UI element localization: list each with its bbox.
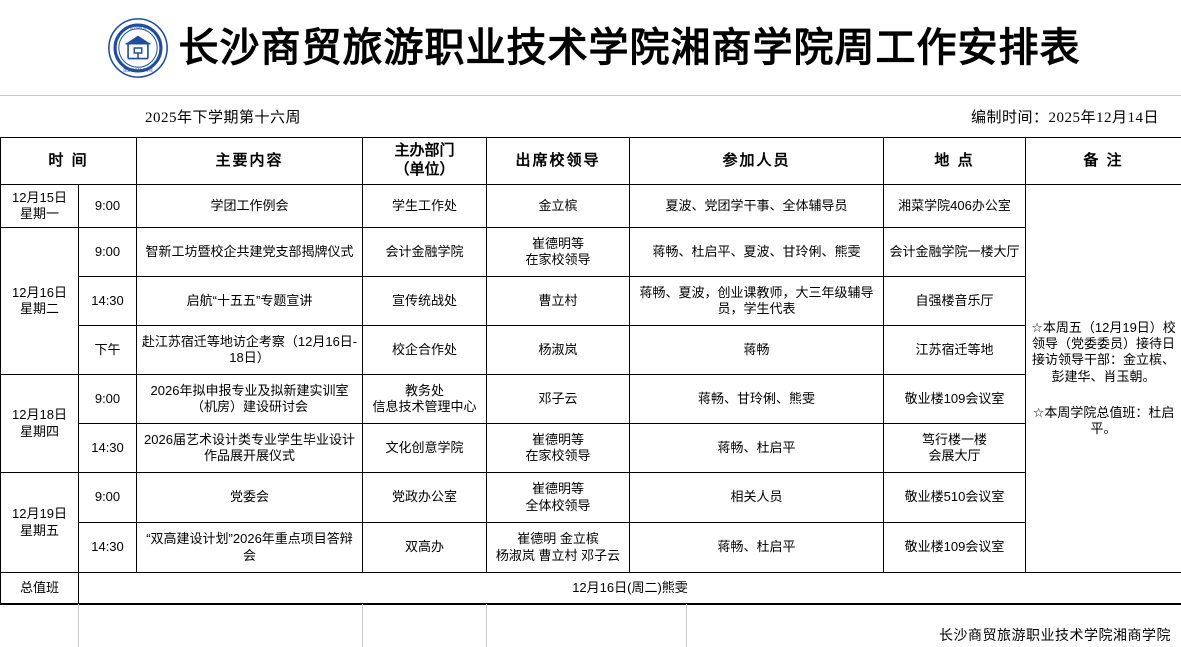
cell-content: 2026年拟申报专业及拟新建实训室（机房）建设研讨会: [137, 375, 363, 424]
cell-participants: 蒋畅、甘玲俐、熊雯: [630, 375, 884, 424]
cell-day: 12月16日星期二: [1, 228, 79, 375]
cell-time: 9:00: [79, 473, 137, 523]
header-department-main: 主办部门: [366, 142, 483, 161]
cell-place: 江苏宿迁等地: [884, 326, 1026, 375]
cell-content: 智新工坊暨校企共建党支部揭牌仪式: [137, 228, 363, 277]
cell-time: 14:30: [79, 277, 137, 326]
cell-participants: 蒋畅、夏波，创业课教师，大三年级辅导员，学生代表: [630, 277, 884, 326]
footer-top-rule: [0, 604, 1181, 605]
cell-leaders: 曹立村: [487, 277, 630, 326]
cell-place: 湘菜学院406办公室: [884, 185, 1026, 228]
header-department: 主办部门（单位）: [363, 138, 487, 185]
cell-place: 敬业楼109会议室: [884, 375, 1026, 424]
footer-grid-line: [362, 604, 363, 647]
cell-time: 下午: [79, 326, 137, 375]
header-time: 时 间: [1, 138, 137, 185]
cell-content: 赴江苏宿迁等地访企考察（12月16日-18日）: [137, 326, 363, 375]
header-leaders: 出席校领导: [487, 138, 630, 185]
cell-place: 敬业楼510会议室: [884, 473, 1026, 523]
cell-leaders: 崔德明等在家校领导: [487, 424, 630, 473]
header-participants: 参加人员: [630, 138, 884, 185]
header-remark: 备 注: [1026, 138, 1181, 185]
cell-leaders: 金立槟: [487, 185, 630, 228]
svg-text:长沙商贸: 长沙商贸: [129, 23, 147, 30]
footer-signature: 长沙商贸旅游职业技术学院湘商学院: [939, 625, 1171, 645]
cell-time: 9:00: [79, 375, 137, 424]
cell-participants: 蒋畅、杜启平、夏波、甘玲俐、熊雯: [630, 228, 884, 277]
remark-line-1: ☆本周五（12月19日）校领导（党委委员）接待日接访领导干部：金立槟、彭建华、肖…: [1029, 320, 1178, 385]
cell-department: 学生工作处: [363, 185, 487, 228]
table-row: 下午 赴江苏宿迁等地访企考察（12月16日-18日） 校企合作处 杨淑岚 蒋畅 …: [1, 326, 1181, 375]
cell-time: 14:30: [79, 424, 137, 473]
cell-department: 文化创意学院: [363, 424, 487, 473]
table-row: 14:30 启航“十五五”专题宣讲 宣传统战处 曹立村 蒋畅、夏波，创业课教师，…: [1, 277, 1181, 326]
cell-place: 笃行楼一楼会展大厅: [884, 424, 1026, 473]
page-title: 长沙商贸旅游职业技术学院湘商学院周工作安排表: [179, 28, 1081, 68]
cell-department: 党政办公室: [363, 473, 487, 523]
cell-time: 14:30: [79, 523, 137, 573]
cell-content: 2026届艺术设计类专业学生毕业设计作品展开展仪式: [137, 424, 363, 473]
table-row: 12月15日星期一 9:00 学团工作例会 学生工作处 金立槟 夏波、党团学干事…: [1, 185, 1181, 228]
cell-leaders: 邓子云: [487, 375, 630, 424]
cell-day: 12月18日星期四: [1, 375, 79, 473]
cell-department: 会计金融学院: [363, 228, 487, 277]
header-department-sub: （单位）: [366, 161, 483, 180]
cell-leaders: 崔德明 金立槟杨淑岚 曹立村 邓子云: [487, 523, 630, 573]
table-row: 14:30 2026届艺术设计类专业学生毕业设计作品展开展仪式 文化创意学院 崔…: [1, 424, 1181, 473]
cell-remark: ☆本周五（12月19日）校领导（党委委员）接待日接访领导干部：金立槟、彭建华、肖…: [1026, 185, 1181, 573]
cell-place: 自强楼音乐厅: [884, 277, 1026, 326]
footer-grid-line: [486, 604, 487, 647]
footer-band: 长沙商贸旅游职业技术学院湘商学院: [0, 604, 1181, 647]
cell-leaders: 杨淑岚: [487, 326, 630, 375]
cell-content: 学团工作例会: [137, 185, 363, 228]
cell-leaders: 崔德明等全体校领导: [487, 473, 630, 523]
cell-content: 党委会: [137, 473, 363, 523]
remark-line-2: ☆本周学院总值班：杜启平。: [1029, 405, 1178, 438]
cell-leaders: 崔德明等在家校领导: [487, 228, 630, 277]
cell-participants: 夏波、党团学干事、全体辅导员: [630, 185, 884, 228]
cell-participants: 蒋畅: [630, 326, 884, 375]
cell-day: 12月19日星期五: [1, 473, 79, 573]
school-seal-emblem-icon: 长沙商贸 旅游职业技术学院: [107, 17, 169, 79]
title-band: 长沙商贸 旅游职业技术学院 长沙商贸旅游职业技术学院湘商学院周工作安排表: [0, 0, 1181, 95]
cell-place: 敬业楼109会议室: [884, 523, 1026, 573]
cell-place: 会计金融学院一楼大厅: [884, 228, 1026, 277]
week-label: 2025年下学期第十六周: [145, 106, 301, 127]
table-row: 12月19日星期五 9:00 党委会 党政办公室 崔德明等全体校领导 相关人员 …: [1, 473, 1181, 523]
subtitle-band: 2025年下学期第十六周 编制时间：2025年12月14日: [0, 95, 1181, 137]
cell-department: 校企合作处: [363, 326, 487, 375]
cell-department: 教务处信息技术管理中心: [363, 375, 487, 424]
table-row: 14:30 “双高建设计划”2026年重点项目答辩会 双高办 崔德明 金立槟杨淑…: [1, 523, 1181, 573]
schedule-table: 时 间 主要内容 主办部门（单位） 出席校领导 参加人员 地 点 备 注 12月…: [0, 137, 1181, 604]
cell-department: 宣传统战处: [363, 277, 487, 326]
table-row: 12月18日星期四 9:00 2026年拟申报专业及拟新建实训室（机房）建设研讨…: [1, 375, 1181, 424]
header-content: 主要内容: [137, 138, 363, 185]
cell-department: 双高办: [363, 523, 487, 573]
weekly-schedule-page: 长沙商贸 旅游职业技术学院 长沙商贸旅游职业技术学院湘商学院周工作安排表 202…: [0, 0, 1181, 599]
cell-content: “双高建设计划”2026年重点项目答辩会: [137, 523, 363, 573]
header-place: 地 点: [884, 138, 1026, 185]
svg-text:旅游职业技术学院: 旅游职业技术学院: [123, 67, 153, 72]
footer-grid-line: [686, 604, 687, 647]
cell-participants: 相关人员: [630, 473, 884, 523]
table-row: 12月16日星期二 9:00 智新工坊暨校企共建党支部揭牌仪式 会计金融学院 崔…: [1, 228, 1181, 277]
compiled-time-label: 编制时间：2025年12月14日: [971, 106, 1159, 127]
cell-time: 9:00: [79, 228, 137, 277]
footer-grid-line: [78, 604, 79, 647]
cell-participants: 蒋畅、杜启平: [630, 523, 884, 573]
cell-day: 12月15日星期一: [1, 185, 79, 228]
cell-content: 启航“十五五”专题宣讲: [137, 277, 363, 326]
cell-participants: 蒋畅、杜启平: [630, 424, 884, 473]
table-header-row: 时 间 主要内容 主办部门（单位） 出席校领导 参加人员 地 点 备 注: [1, 138, 1181, 185]
cell-time: 9:00: [79, 185, 137, 228]
